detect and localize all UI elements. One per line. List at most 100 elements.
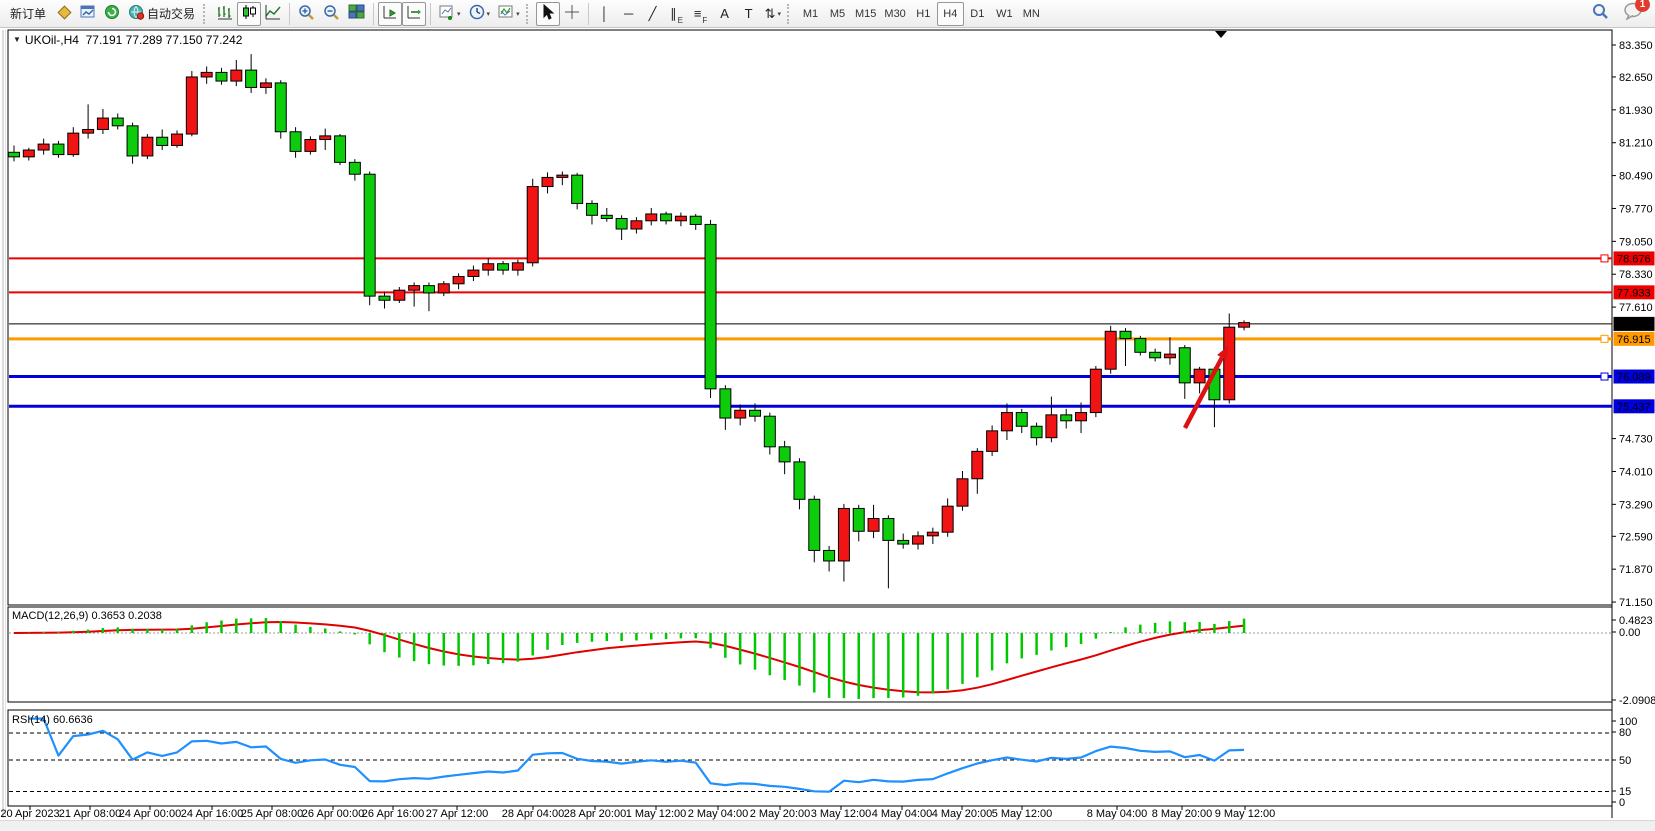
svg-text:3 May 12:00: 3 May 12:00 [811, 808, 872, 820]
rsi-indicator-label: RSI(14) 60.6636 [12, 714, 93, 726]
fibonacci-tool-button[interactable]: ≡ F [689, 2, 713, 26]
toolbar-grip[interactable] [787, 3, 792, 24]
zoom-group [294, 2, 369, 26]
market-watch-button[interactable] [52, 2, 76, 26]
new-order-label: 新订单 [10, 7, 47, 21]
vertical-line-icon: │ [600, 6, 609, 21]
toolbar-right-group: 1 [1591, 0, 1651, 25]
tf-h4-button[interactable]: H4 [936, 1, 964, 26]
tf-w1-button[interactable]: W1 [991, 2, 1018, 26]
notification-badge: 1 [1635, 0, 1650, 12]
price-axis-badges: 78.676 77.933 77.242 76.915 76.089 75.437 [1613, 251, 1655, 414]
toolbar-grip[interactable] [525, 3, 531, 24]
macd-histogram [27, 618, 1246, 699]
templates-button[interactable]: ▾ [494, 2, 524, 26]
indicators-button[interactable]: ▾ [435, 2, 465, 26]
annotation-arrow[interactable] [1183, 346, 1228, 430]
tf-mn-button[interactable]: MN [1018, 2, 1045, 26]
periods-dropdown-caret[interactable]: ▾ [486, 10, 491, 18]
periods-button[interactable]: ▾ [465, 2, 495, 26]
vertical-line-tool-button[interactable]: │ [593, 2, 617, 26]
svg-text:78.676: 78.676 [1617, 253, 1651, 265]
line-chart-button[interactable] [261, 2, 285, 26]
symbol-period-label: UKOil-,H4 [24, 33, 79, 47]
svg-text:8 May 20:00: 8 May 20:00 [1152, 808, 1213, 820]
ohlc-values-label: 77.191 77.289 77.150 77.242 [85, 33, 243, 47]
drawing-tools-group: │ ─ ╱ ∥ E ≡ F A T ⇅ ▾ [593, 2, 785, 26]
chart-shift-button[interactable] [402, 1, 427, 26]
fibonacci-icon: ≡ [693, 6, 702, 21]
tf-d1-button[interactable]: D1 [964, 2, 991, 26]
chart-window-icon [80, 4, 96, 23]
channel-tool-button[interactable]: ∥ E [665, 2, 689, 26]
clock-icon [469, 4, 485, 23]
tf-m1-button[interactable]: M1 [797, 2, 824, 26]
chart-menu-caret-icon[interactable]: ▼ [13, 35, 21, 44]
text-label-icon: T [744, 6, 753, 21]
tf-m5-button[interactable]: M5 [824, 2, 851, 26]
zoom-in-button[interactable] [294, 2, 319, 26]
svg-text:1 May 12:00: 1 May 12:00 [626, 808, 687, 820]
cursor-arrow-icon [541, 3, 555, 23]
tf-m15-button[interactable]: M15 [851, 2, 880, 26]
arrows-tool-button[interactable]: ⇅ ▾ [761, 2, 785, 26]
zoom-out-button[interactable] [319, 2, 344, 26]
zoom-out-icon [323, 4, 340, 24]
new-order-button[interactable]: 新订单 [4, 2, 52, 26]
svg-text:83.350: 83.350 [1619, 40, 1653, 52]
chart-window-button[interactable] [76, 2, 100, 26]
hline-handle[interactable] [1600, 372, 1609, 381]
chart-title-bar: ▼ UKOil-,H4 77.191 77.289 77.150 77.242 [13, 33, 242, 47]
chart-type-group [213, 1, 285, 26]
macd-panel[interactable] [7, 606, 1613, 703]
chart-shift-marker[interactable] [1215, 31, 1227, 38]
sound-alert-button[interactable] [100, 2, 124, 26]
svg-text:9 May 12:00: 9 May 12:00 [1215, 808, 1276, 820]
svg-text:72.590: 72.590 [1619, 531, 1653, 543]
text-tool-icon: A [720, 6, 729, 21]
svg-text:79.050: 79.050 [1619, 236, 1653, 248]
text-tool-button[interactable]: A [713, 2, 737, 26]
svg-text:77.242: 77.242 [1617, 319, 1651, 331]
arrows-dropdown-caret[interactable]: ▾ [777, 10, 781, 18]
channel-sub-label: E [677, 15, 683, 25]
tile-windows-button[interactable] [344, 2, 369, 26]
auto-trading-button[interactable]: 自动交易 [124, 2, 201, 26]
svg-text:78.330: 78.330 [1619, 269, 1653, 281]
svg-text:76.089: 76.089 [1617, 372, 1651, 384]
horizontal-line-tool-button[interactable]: ─ [617, 2, 641, 26]
templates-dropdown-caret[interactable]: ▾ [516, 10, 520, 18]
bar-chart-button[interactable] [213, 2, 237, 26]
horizontal-lines[interactable] [9, 254, 1612, 408]
rsi-line [28, 717, 1245, 793]
toolbar-grip[interactable] [203, 3, 208, 24]
cursor-group [535, 1, 584, 26]
auto-scroll-button[interactable] [378, 1, 403, 26]
hline-handle[interactable] [1600, 254, 1609, 263]
price-axis-ticks: 83.350 82.650 81.930 81.210 80.490 79.770 79.0… [1612, 40, 1655, 809]
line-chart-icon [265, 4, 281, 23]
search-icon[interactable] [1591, 2, 1609, 25]
candlestick-chart-button[interactable] [237, 1, 262, 26]
svg-text:28 Apr 04:00: 28 Apr 04:00 [502, 808, 564, 820]
indicators-dropdown-caret[interactable]: ▾ [457, 10, 461, 18]
tf-h1-button[interactable]: H1 [910, 2, 937, 26]
svg-text:74.010: 74.010 [1619, 466, 1653, 478]
svg-text:2 May 04:00: 2 May 04:00 [688, 808, 749, 820]
trendline-tool-button[interactable]: ╱ [641, 2, 665, 26]
cursor-tool-button[interactable] [535, 1, 560, 26]
tf-m30-button[interactable]: M30 [880, 2, 909, 26]
svg-text:27 Apr 12:00: 27 Apr 12:00 [426, 808, 488, 820]
crosshair-tool-button[interactable] [560, 2, 584, 26]
svg-text:15: 15 [1619, 786, 1631, 798]
svg-text:0: 0 [1619, 797, 1625, 809]
svg-text:82.650: 82.650 [1619, 72, 1653, 84]
svg-text:50: 50 [1619, 755, 1631, 767]
notifications-button[interactable]: 1 [1623, 0, 1650, 25]
hline-handle[interactable] [1600, 334, 1609, 343]
status-bar [0, 820, 1655, 831]
rsi-panel[interactable] [7, 709, 1613, 807]
text-label-tool-button[interactable]: T [737, 2, 761, 26]
